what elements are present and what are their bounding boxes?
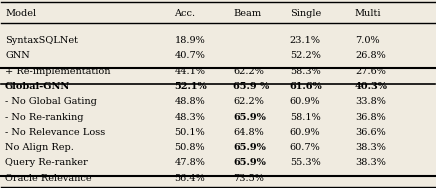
Text: 44.1%: 44.1% [174, 67, 205, 76]
Text: 38.3%: 38.3% [355, 158, 386, 168]
Text: No Align Rep.: No Align Rep. [5, 143, 74, 152]
Text: 48.8%: 48.8% [174, 97, 205, 106]
Text: Acc.: Acc. [174, 9, 196, 18]
Text: 58.3%: 58.3% [290, 67, 320, 76]
Text: - No Global Gating: - No Global Gating [5, 97, 97, 106]
Text: 36.8%: 36.8% [355, 113, 386, 121]
Text: 50.1%: 50.1% [174, 128, 205, 137]
Text: 33.8%: 33.8% [355, 97, 386, 106]
Text: 65.9 %: 65.9 % [233, 82, 269, 91]
Text: 62.2%: 62.2% [233, 97, 264, 106]
Text: 56.4%: 56.4% [174, 174, 205, 183]
Text: Oracle Relevance: Oracle Relevance [5, 174, 92, 183]
Text: 65.9%: 65.9% [233, 143, 266, 152]
Text: GNN: GNN [5, 51, 30, 60]
Text: 50.8%: 50.8% [174, 143, 205, 152]
Text: Model: Model [5, 9, 36, 18]
Text: 27.6%: 27.6% [355, 67, 386, 76]
Text: 40.3%: 40.3% [355, 82, 388, 91]
Text: - No Relevance Loss: - No Relevance Loss [5, 128, 105, 137]
Text: SyntaxSQLNet: SyntaxSQLNet [5, 36, 78, 45]
Text: 65.9%: 65.9% [233, 113, 266, 121]
Text: 61.6%: 61.6% [290, 82, 323, 91]
Text: 38.3%: 38.3% [355, 143, 386, 152]
Text: Single: Single [290, 9, 321, 18]
Text: 65.9%: 65.9% [233, 158, 266, 168]
Text: 52.1%: 52.1% [174, 82, 207, 91]
Text: 40.7%: 40.7% [174, 51, 205, 60]
Text: 55.3%: 55.3% [290, 158, 320, 168]
Text: - No Re-ranking: - No Re-ranking [5, 113, 84, 121]
Text: 7.0%: 7.0% [355, 36, 379, 45]
Text: 23.1%: 23.1% [290, 36, 321, 45]
Text: Query Re-ranker: Query Re-ranker [5, 158, 88, 168]
Text: 26.8%: 26.8% [355, 51, 386, 60]
Text: Beam: Beam [233, 9, 261, 18]
Text: 36.6%: 36.6% [355, 128, 386, 137]
Text: 52.2%: 52.2% [290, 51, 320, 60]
Text: 60.7%: 60.7% [290, 143, 320, 152]
Text: 60.9%: 60.9% [290, 128, 320, 137]
Text: 73.5%: 73.5% [233, 174, 264, 183]
Text: Multi: Multi [355, 9, 382, 18]
Text: + Re-implementation: + Re-implementation [5, 67, 111, 76]
Text: 18.9%: 18.9% [174, 36, 205, 45]
Text: 47.8%: 47.8% [174, 158, 205, 168]
Text: 64.8%: 64.8% [233, 128, 264, 137]
Text: 48.3%: 48.3% [174, 113, 205, 121]
Text: 62.2%: 62.2% [233, 67, 264, 76]
Text: Global-GNN: Global-GNN [5, 82, 70, 91]
Text: 58.1%: 58.1% [290, 113, 320, 121]
Text: 60.9%: 60.9% [290, 97, 320, 106]
